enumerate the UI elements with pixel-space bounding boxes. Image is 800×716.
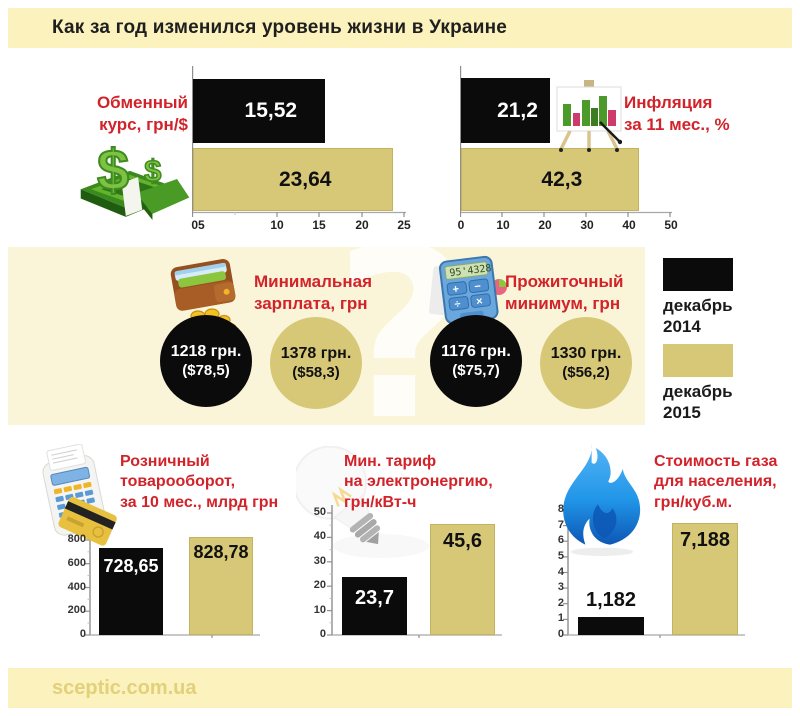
bar-track <box>578 510 644 635</box>
x-tick: 0 <box>457 218 465 232</box>
chart-title: Розничный товарооборот, за 10 мес., млрд… <box>120 453 279 511</box>
x-tick: 20 <box>355 218 369 232</box>
bar-track: 21,2 <box>461 78 671 143</box>
value-circle-dec-2015: 1330 грн. ($56,2) <box>540 317 632 409</box>
y-tick: 1 <box>557 612 564 624</box>
light-bulb-icon <box>296 446 429 558</box>
bar-dec-2015: 23,64 <box>193 148 394 211</box>
bar-value: 728,65 <box>103 556 159 576</box>
bar-value: 1,182 <box>585 589 637 611</box>
svg-text:95'4328: 95'4328 <box>449 263 492 279</box>
bar-track: 15,52 <box>193 79 405 143</box>
y-tick: 8 <box>557 503 564 515</box>
chart-title: Минимальная зарплата, грн <box>254 272 373 313</box>
x-tick: 40 <box>622 218 636 232</box>
x-tick: 05 <box>191 218 205 232</box>
y-tick: 20 <box>313 579 326 591</box>
svg-text:+: + <box>452 283 460 296</box>
gas-flame-icon <box>563 444 641 556</box>
chart-easel-icon <box>556 80 622 152</box>
bar-value: 23,7 <box>355 587 394 609</box>
page-title: Как за год изменился уровень жизни в Укр… <box>52 17 508 38</box>
value-circle-dec-2015: 1378 грн. ($58,3) <box>270 317 362 409</box>
bar-track <box>342 513 407 635</box>
value-circle-dec-2014: 1218 грн. ($78,5) <box>160 315 252 407</box>
bar-value: 21,2 <box>497 98 538 122</box>
svg-text:−: − <box>474 281 482 294</box>
bar-track: 42,3 <box>461 148 671 211</box>
legend-label-dec-2015: декабрь 2015 <box>663 382 733 422</box>
x-tick: 10 <box>270 218 284 232</box>
pos-terminal-icon <box>42 444 117 546</box>
chart-title: Инфляция за 11 мес., % <box>624 93 730 134</box>
y-tick: 6 <box>557 534 564 546</box>
bar-value: 23,64 <box>278 167 332 191</box>
bar-value: 7,188 <box>679 529 731 551</box>
header-band: Как за год изменился уровень жизни в Укр… <box>8 8 792 48</box>
electricity-axis <box>327 505 502 638</box>
y-tick: 800 <box>67 533 86 545</box>
svg-text:×: × <box>476 295 484 308</box>
legend-swatch-dec-2015 <box>663 344 733 377</box>
y-tick: 0 <box>557 628 564 640</box>
y-tick: 40 <box>313 530 326 542</box>
y-tick: 2 <box>557 597 564 609</box>
money-icon: $ $ <box>80 137 190 220</box>
chart-title: Обменный курс, грн/$ <box>96 93 188 134</box>
bar-dec-2015 <box>189 536 253 635</box>
exchange-axis <box>192 66 406 217</box>
y-tick: 0 <box>79 628 86 640</box>
bar-track <box>99 534 163 635</box>
bar-track <box>189 534 253 635</box>
inflation-axis <box>460 66 672 217</box>
bar-dec-2015 <box>672 522 738 635</box>
legend-swatch-dec-2014 <box>663 258 733 291</box>
bar-value: 42,3 <box>541 167 583 191</box>
bar-dec-2014 <box>99 548 163 635</box>
x-tick: 50 <box>664 218 678 232</box>
chart-title: Мин. тариф на электронергию, грн/кВт-ч <box>344 453 493 511</box>
y-tick: 30 <box>313 555 326 567</box>
chart-title: Стоимость газа для населения, грн/куб.м. <box>654 453 778 511</box>
y-tick: 10 <box>313 604 326 616</box>
bar-value: 45,6 <box>443 530 482 552</box>
svg-text:$: $ <box>144 153 161 188</box>
site-url: sceptic.com.ua <box>52 677 197 699</box>
bar-dec-2014: 15,52 <box>193 79 325 143</box>
value-circle-dec-2014: 1176 грн. ($75,7) <box>430 315 522 407</box>
y-tick: 3 <box>557 581 564 593</box>
bar-dec-2014: 21,2 <box>461 78 551 143</box>
y-tick: 0 <box>319 628 326 640</box>
bar-track: 23,64 <box>193 148 405 211</box>
bar-dec-2015 <box>430 523 495 635</box>
y-tick: 400 <box>67 581 86 593</box>
svg-text:÷: ÷ <box>454 298 461 311</box>
bar-value: 828,78 <box>193 542 249 562</box>
bar-track <box>672 510 738 635</box>
x-tick: 30 <box>580 218 594 232</box>
legend-label-dec-2014: декабрь 2014 <box>663 296 733 336</box>
bar-value: 15,52 <box>244 99 298 122</box>
svg-text:$: $ <box>97 138 129 202</box>
x-tick: 20 <box>538 218 552 232</box>
y-tick: 50 <box>313 506 326 518</box>
footer-band: sceptic.com.ua <box>8 668 792 708</box>
x-tick: 10 <box>496 218 510 232</box>
y-tick: 600 <box>67 557 86 569</box>
bar-dec-2015: 42,3 <box>461 148 639 211</box>
chart-title: Прожиточный минимум, грн <box>505 272 624 313</box>
bar-dec-2014 <box>578 616 644 635</box>
y-tick: 200 <box>67 604 86 616</box>
calculator-icon: 95'4328 + − ÷ × <box>429 255 507 325</box>
x-tick: 25 <box>397 218 411 232</box>
bar-dec-2014 <box>342 577 407 635</box>
x-tick: 15 <box>312 218 326 232</box>
y-tick: 5 <box>557 550 564 562</box>
y-tick: 4 <box>557 566 564 578</box>
y-tick: 7 <box>557 519 564 531</box>
bar-track <box>430 513 495 635</box>
